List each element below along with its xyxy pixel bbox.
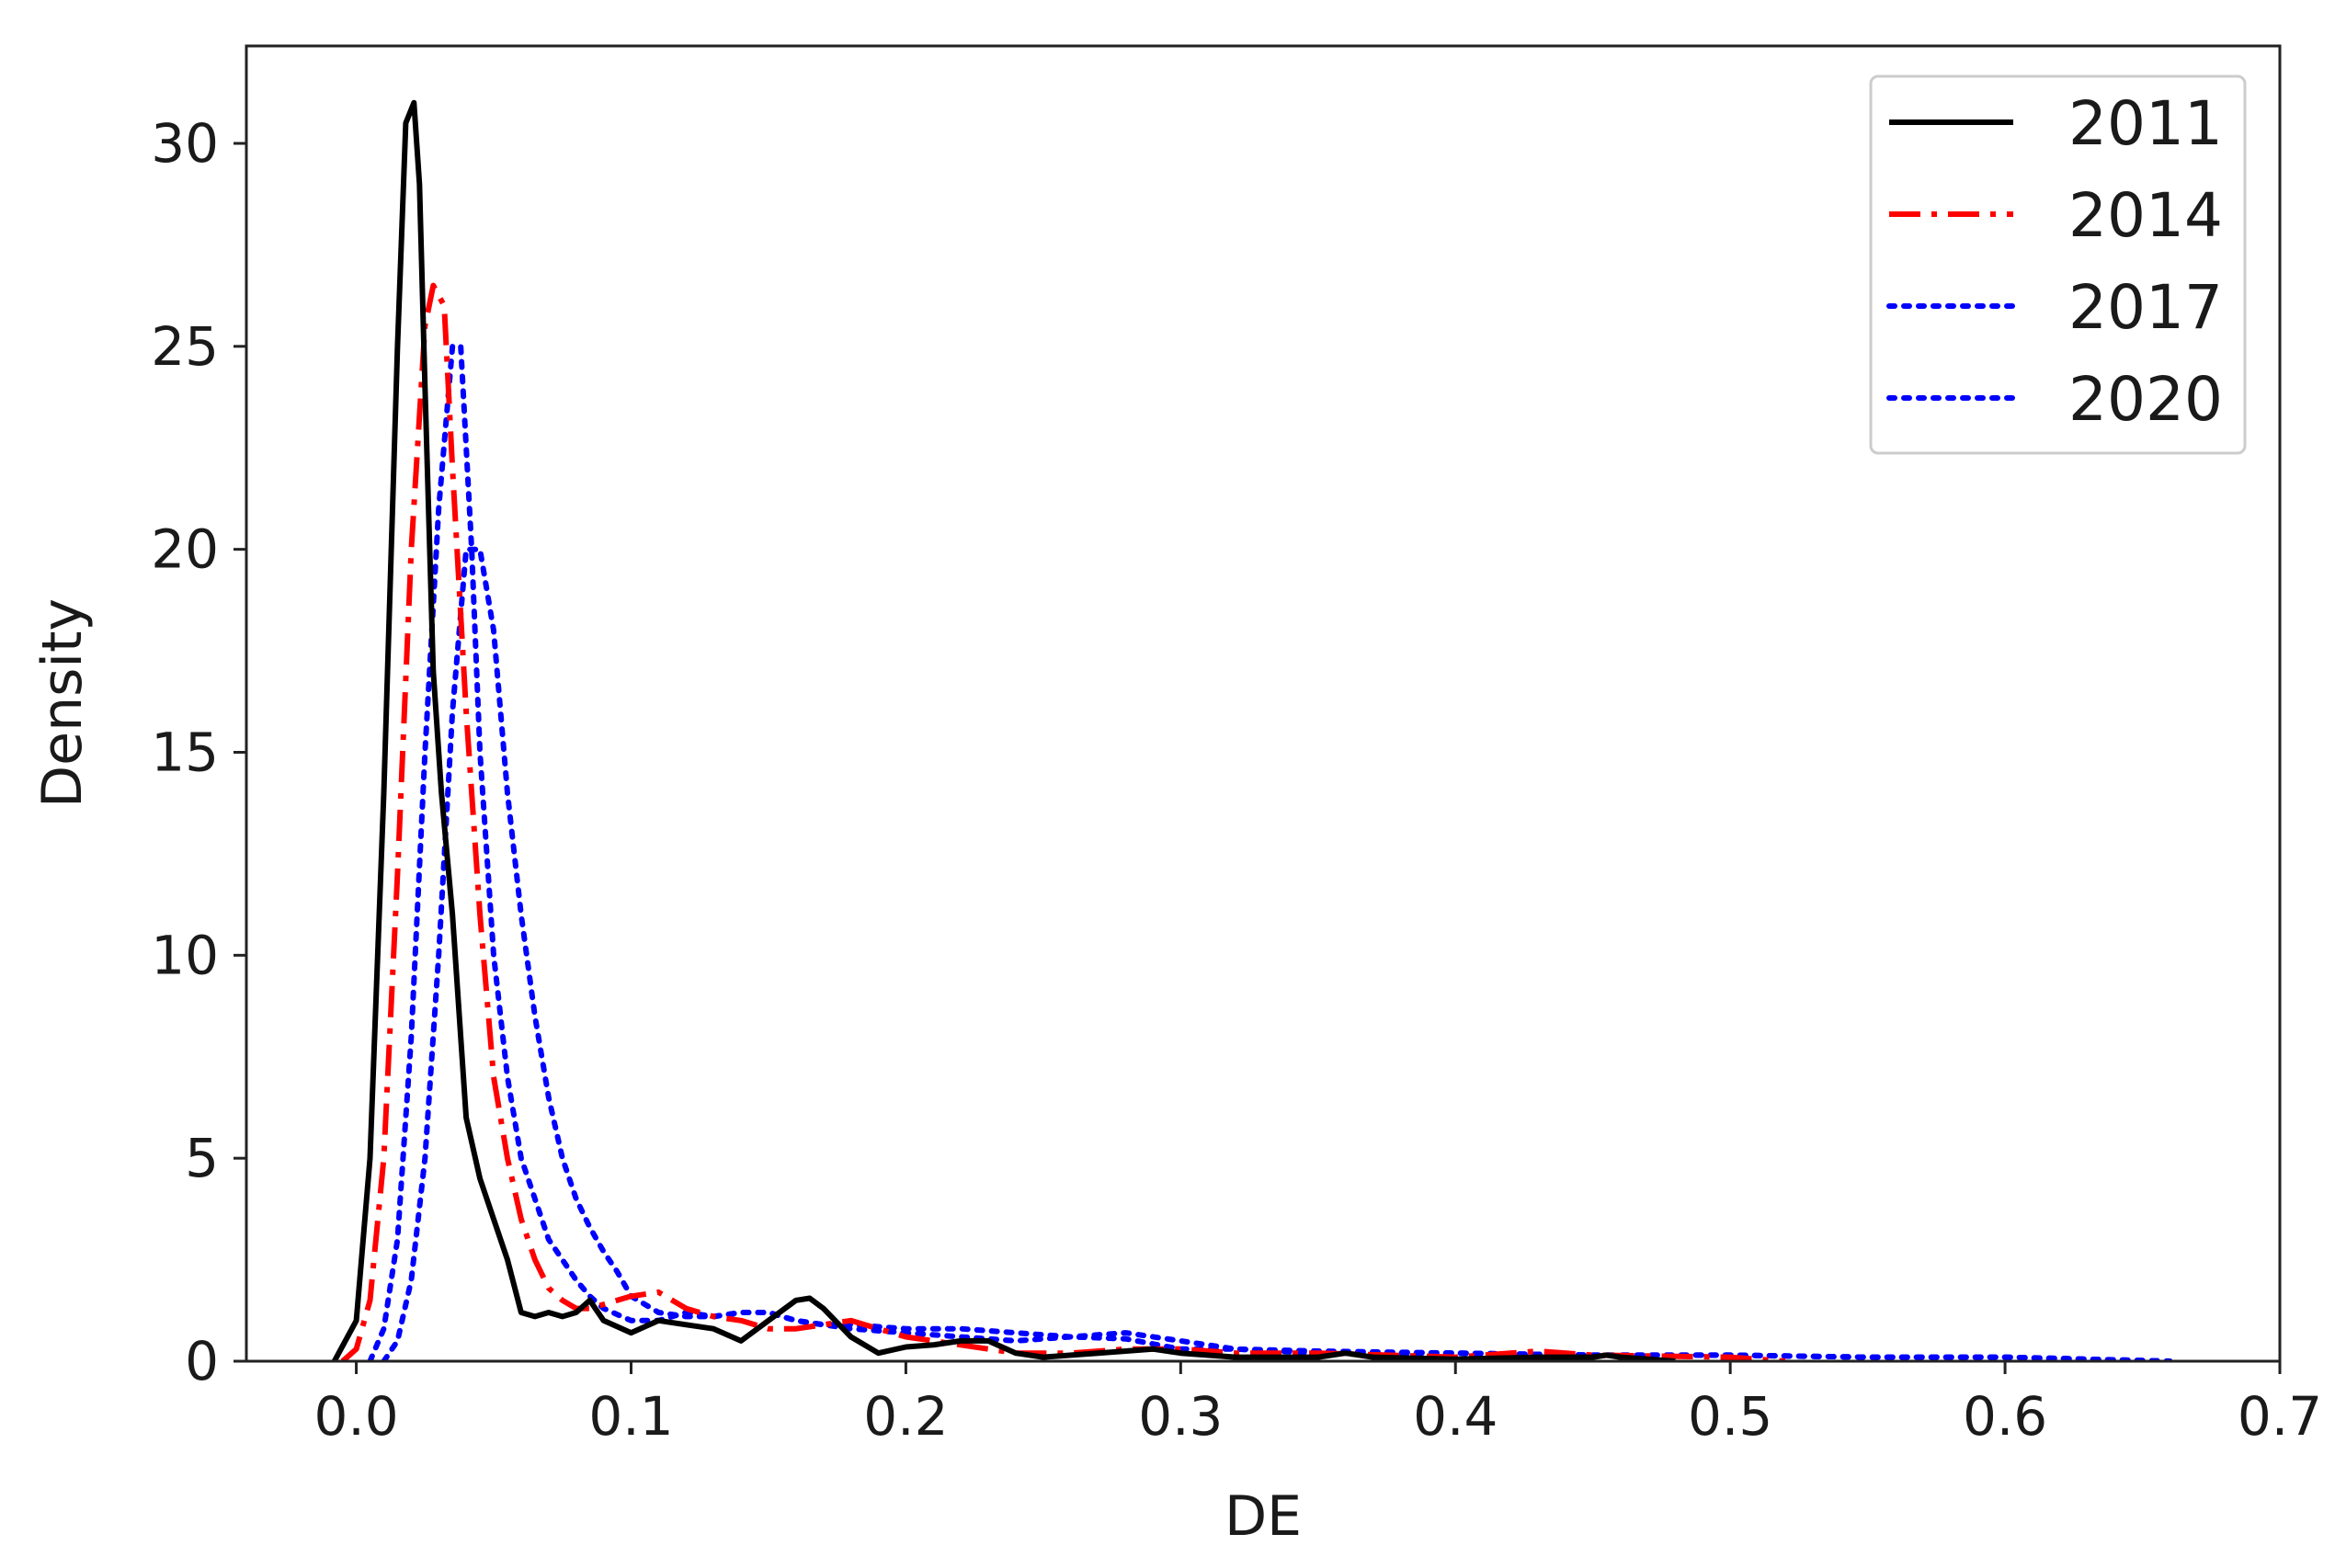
y-axis: 0 5 10 15 20 25 30	[151, 112, 246, 1392]
y-tick-label: 10	[151, 924, 219, 986]
x-tick-label: 0.4	[1413, 1385, 1498, 1448]
series-line-2011	[332, 99, 1676, 1361]
x-tick-label: 0.0	[313, 1385, 398, 1448]
y-axis-label: Density	[30, 598, 95, 808]
x-tick-label: 0.3	[1138, 1385, 1223, 1448]
x-tick-label: 0.2	[863, 1385, 948, 1448]
legend-label-2011: 2011	[2068, 88, 2223, 159]
legend-frame	[1869, 74, 2247, 455]
series-line-2017	[367, 343, 2173, 1361]
series-line-2014	[340, 282, 1786, 1361]
plot-area-frame	[245, 44, 2282, 1363]
y-tick-label: 30	[151, 112, 219, 175]
x-tick-label: 0.1	[588, 1385, 673, 1448]
legend-label-2020: 2020	[2068, 364, 2223, 435]
x-tick-label: 0.5	[1688, 1385, 1772, 1448]
legend-label-2017: 2017	[2068, 272, 2223, 343]
y-tick-label: 0	[185, 1330, 219, 1392]
legend-label-2014: 2014	[2068, 180, 2223, 251]
series-line-2020	[381, 546, 2173, 1361]
x-axis: 0.0 0.1 0.2 0.3 0.4 0.5 0.6 0.7	[313, 1361, 2322, 1448]
y-tick-label: 20	[151, 518, 219, 581]
x-axis-label: DE	[1224, 1484, 1302, 1549]
x-tick-label: 0.7	[2238, 1385, 2322, 1448]
y-tick-label: 25	[151, 315, 219, 378]
legend: 2011 2014 2017 2020	[1869, 74, 2247, 455]
x-tick-label: 0.6	[1963, 1385, 2047, 1448]
y-tick-label: 5	[185, 1127, 219, 1189]
y-tick-label: 15	[151, 722, 219, 784]
